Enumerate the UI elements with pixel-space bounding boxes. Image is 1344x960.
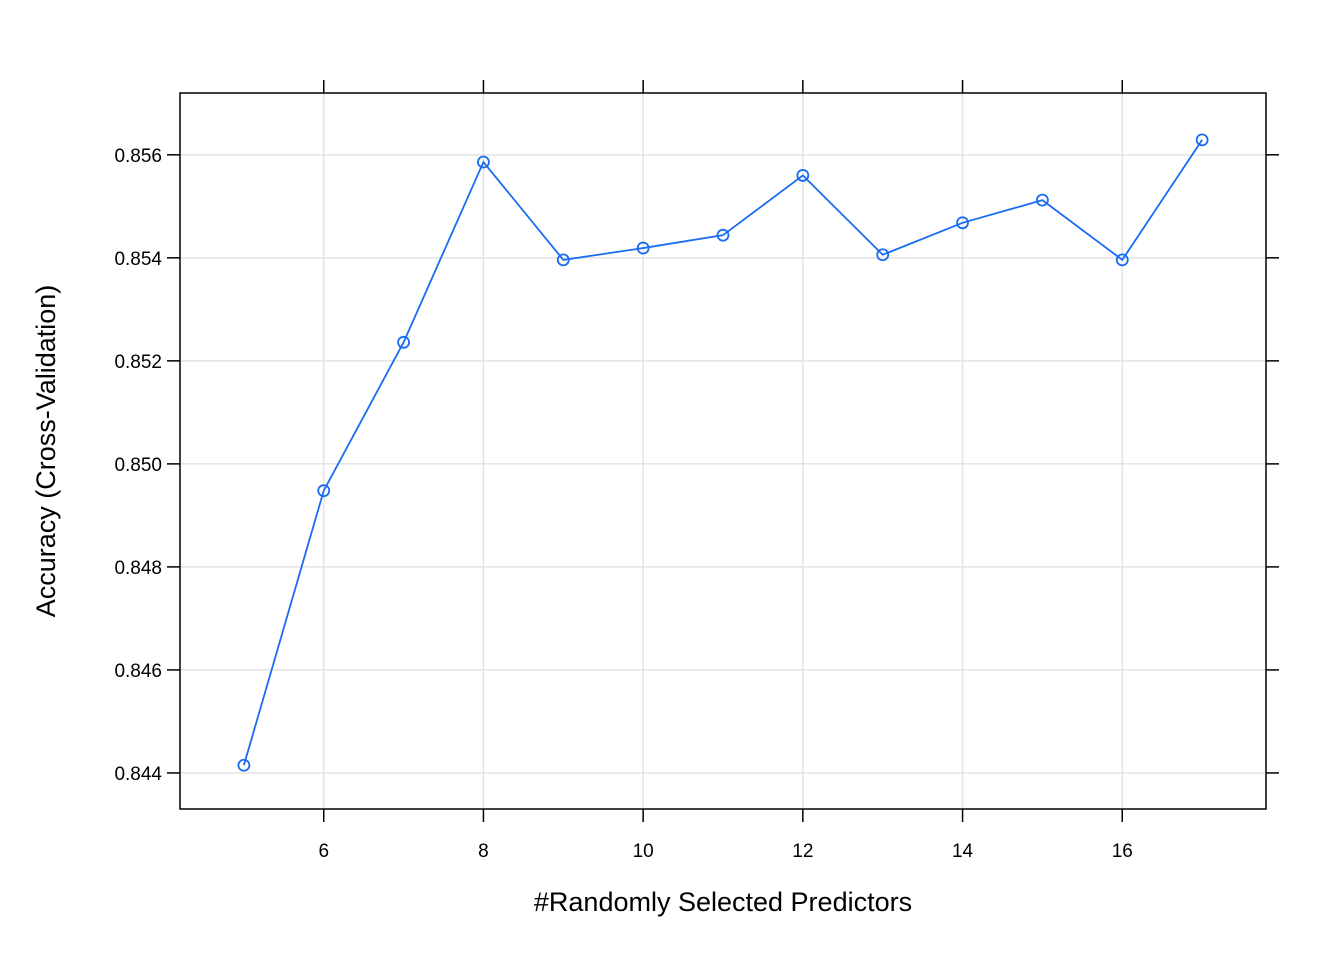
grid-lines bbox=[180, 93, 1266, 809]
y-axis-title: Accuracy (Cross-Validation) bbox=[31, 285, 61, 618]
axes bbox=[167, 80, 1279, 822]
series-line bbox=[243, 139, 1203, 766]
x-tick-label: 14 bbox=[952, 841, 974, 862]
x-tick-label: 12 bbox=[792, 841, 813, 862]
data-point bbox=[237, 758, 251, 772]
data-point bbox=[796, 169, 810, 182]
x-tick-label: 6 bbox=[318, 841, 329, 862]
x-axis-title: #Randomly Selected Predictors bbox=[534, 887, 912, 917]
y-tick-label: 0.852 bbox=[114, 352, 162, 373]
data-point bbox=[1036, 193, 1049, 207]
y-tick-label: 0.844 bbox=[114, 764, 162, 785]
data-point bbox=[317, 484, 331, 498]
x-tick-label: 10 bbox=[633, 841, 654, 862]
data-point bbox=[956, 216, 969, 230]
y-tick-label: 0.850 bbox=[114, 455, 162, 476]
x-tick-label: 16 bbox=[1112, 841, 1133, 862]
y-tick-label: 0.846 bbox=[114, 661, 162, 682]
data-point bbox=[477, 155, 490, 169]
data-point bbox=[716, 228, 730, 242]
y-tick-label: 0.848 bbox=[114, 558, 162, 579]
y-tick-label: 0.854 bbox=[114, 249, 162, 270]
data-point bbox=[1195, 133, 1209, 147]
data-point bbox=[1115, 253, 1129, 267]
plot-frame bbox=[179, 92, 1267, 810]
series-layer bbox=[237, 133, 1209, 772]
x-tick-label: 8 bbox=[478, 841, 489, 862]
data-point bbox=[636, 241, 650, 255]
data-point bbox=[556, 253, 570, 267]
data-point bbox=[876, 248, 890, 262]
y-tick-label: 0.856 bbox=[114, 146, 162, 167]
data-point bbox=[397, 335, 410, 349]
axis-labels: 6 8 10 12 14 16 0.844 0.846 0.848 0.850 0.852 0.854… bbox=[31, 146, 1133, 917]
